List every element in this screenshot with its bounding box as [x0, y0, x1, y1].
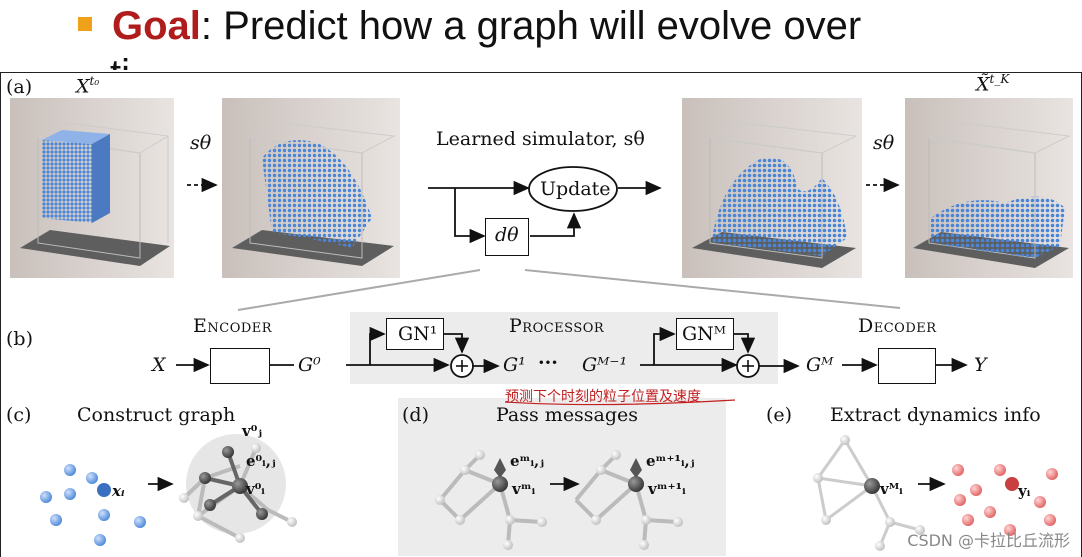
- panel-c-particles: [40, 464, 146, 546]
- vi-label: v⁰ᵢ: [246, 480, 265, 498]
- x-start-label: Xt₀: [76, 74, 99, 97]
- panel-c-title: Construct graph: [77, 404, 236, 426]
- x-start-sup: t₀: [89, 74, 100, 88]
- vi-m1-label: vᵐ⁺¹ᵢ: [648, 480, 686, 498]
- s-theta-left: sθ: [190, 132, 212, 154]
- panel-d-label: (d): [402, 404, 429, 426]
- y-output: Y: [974, 354, 987, 376]
- yi-label: yᵢ: [1018, 482, 1031, 500]
- snapshot-step1: [222, 98, 400, 278]
- vj-label: v⁰ⱼ: [242, 422, 262, 440]
- update-label: Update: [540, 178, 611, 200]
- panel-d-title: Pass messages: [496, 404, 639, 426]
- s-theta-right: sθ: [873, 132, 895, 154]
- x-start-symbol: X: [76, 75, 90, 98]
- x-input: X: [152, 354, 166, 376]
- panel-e-particles: [952, 464, 1058, 536]
- panel-e-title: Extract dynamics info: [830, 404, 1041, 426]
- encoder-box: [210, 348, 270, 384]
- dots-label: ···: [538, 352, 558, 374]
- panel-b-label: (b): [6, 328, 33, 350]
- gn1-box: [386, 318, 444, 350]
- panel-d-background: [398, 398, 726, 556]
- decoder-box: [878, 348, 936, 384]
- eij-m1-label: eᵐ⁺¹ᵢ,ⱼ: [646, 452, 695, 470]
- goal-word: Goal: [112, 4, 201, 48]
- d-theta-box: [485, 218, 529, 256]
- eij-label: e⁰ᵢ,ⱼ: [246, 452, 276, 470]
- title-text: : Predict how a graph will evolve over: [200, 4, 862, 48]
- xi-label: xᵢ: [112, 482, 125, 500]
- title-clipped-line: ti: [110, 54, 170, 70]
- processor-label: Processor: [509, 315, 605, 337]
- bullet-square-icon: [78, 17, 92, 32]
- d-theta-label: dθ: [495, 224, 519, 246]
- gm-label: Gᴹ: [806, 354, 834, 376]
- gnm-label: GNᴹ: [682, 323, 727, 345]
- simulator-title: Learned simulator, sθ: [436, 128, 645, 150]
- snapshot-step-k-minus1: [682, 98, 862, 278]
- snapshot-initial: [10, 98, 174, 278]
- g1-label: G¹: [503, 354, 526, 376]
- gn1-label: GN¹: [398, 323, 438, 345]
- handwritten-annotation: 预测下个时刻的粒子位置及速度: [505, 389, 701, 405]
- watermark: CSDN @卡拉比丘流形: [907, 531, 1070, 550]
- panel-c-label: (c): [6, 404, 32, 426]
- gnm-box: [676, 318, 734, 350]
- decoder-label: Decoder: [858, 315, 937, 337]
- gm-minus1-label: Gᴹ⁻¹: [582, 354, 628, 376]
- snapshot-final: [905, 98, 1073, 278]
- panel-a-label: (a): [6, 76, 33, 98]
- vi-M-label: vᴹᵢ: [880, 480, 903, 498]
- g0-label: G⁰: [298, 354, 321, 376]
- eij-m-label: eᵐᵢ,ⱼ: [510, 452, 544, 470]
- encoder-label: Encoder: [193, 315, 273, 337]
- panel-e-label: (e): [766, 404, 793, 426]
- x-end-sup: t_K: [989, 72, 1010, 86]
- title-clipped-text: ti: [110, 54, 130, 70]
- slide-title: Goal: Predict how a graph will evolve ov…: [78, 2, 861, 54]
- x-end-label: X̃t_K: [976, 72, 1009, 95]
- x-end-symbol: X̃: [976, 73, 990, 96]
- vi-m-label: vᵐᵢ: [512, 480, 536, 498]
